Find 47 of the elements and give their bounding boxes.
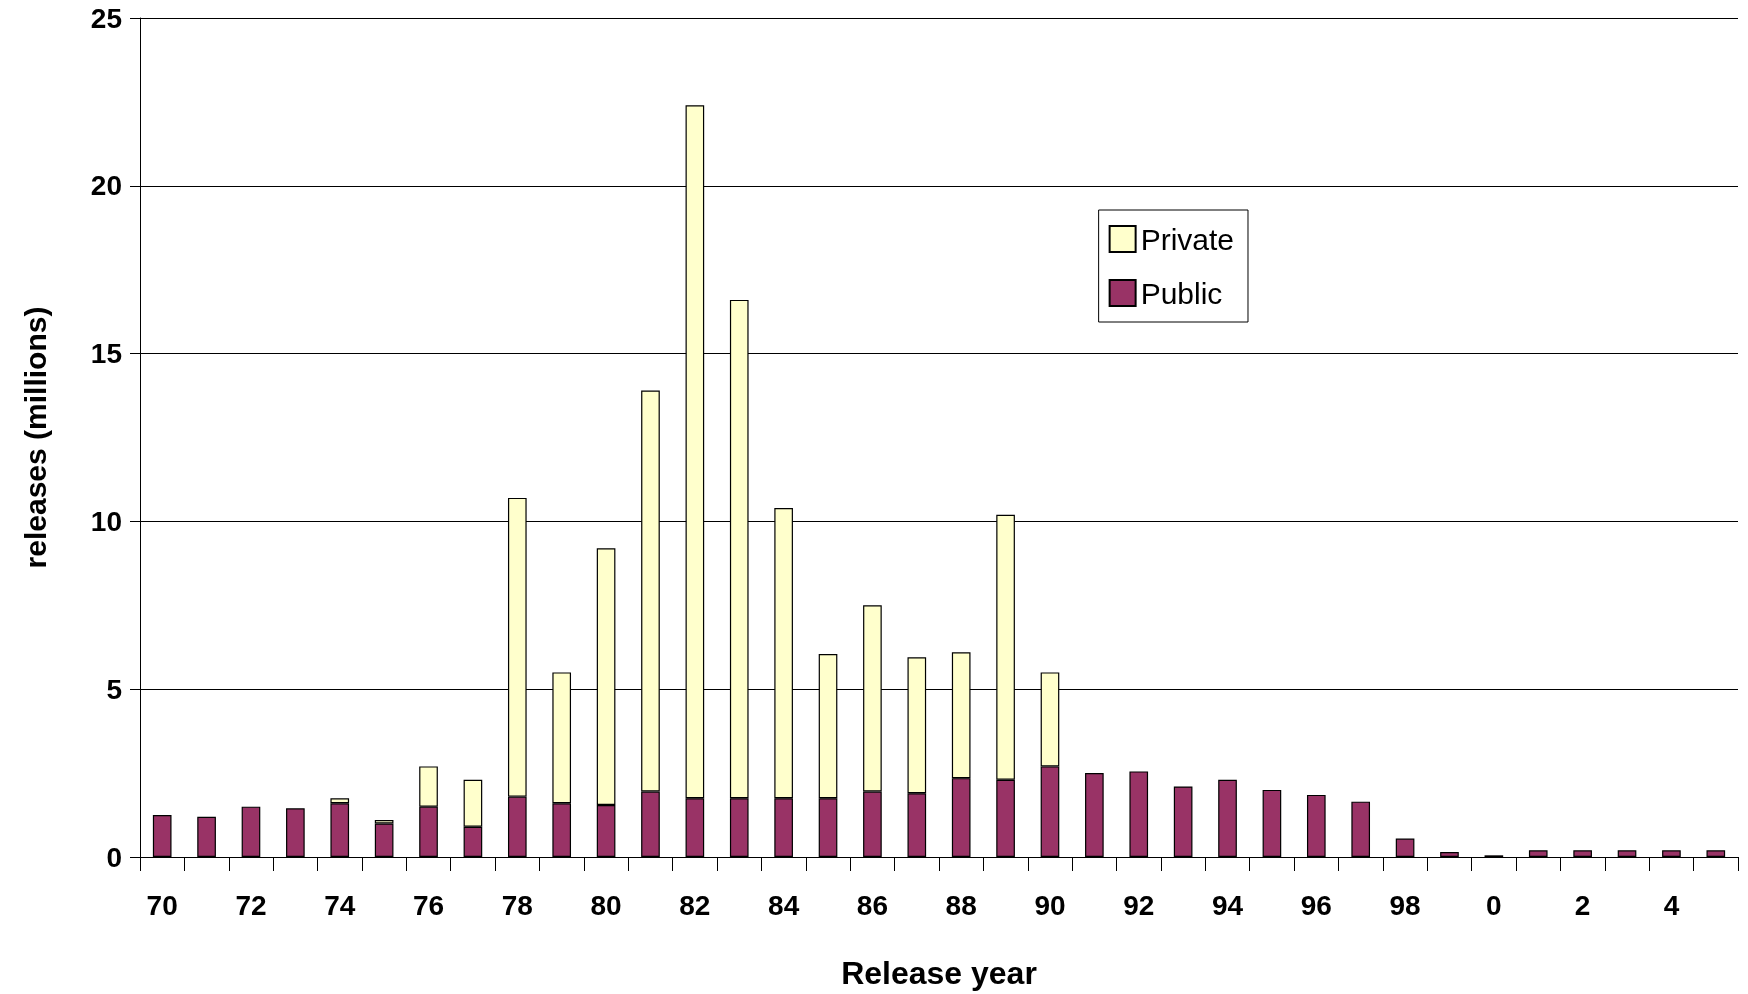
x-axis-title: Release year bbox=[841, 955, 1037, 991]
x-tick-label: 94 bbox=[1211, 889, 1244, 921]
x-tick-label: 90 bbox=[1034, 889, 1066, 921]
x-tick-label: 84 bbox=[768, 889, 800, 921]
x-tick-label: 86 bbox=[856, 889, 888, 921]
bar bbox=[1262, 789, 1282, 857]
x-tick-label: 96 bbox=[1300, 889, 1332, 921]
bar bbox=[1306, 794, 1326, 857]
bar bbox=[1528, 850, 1548, 857]
x-tick-label: 4 bbox=[1663, 889, 1680, 921]
y-axis-title: releases (millions) bbox=[18, 306, 52, 569]
bar bbox=[1085, 773, 1104, 857]
y-tick-label: 5 bbox=[106, 673, 122, 705]
x-tick-label: 88 bbox=[945, 889, 977, 921]
x-tick-label: 80 bbox=[590, 889, 622, 921]
y-tick-label: 0 bbox=[106, 841, 122, 873]
bar bbox=[286, 808, 305, 857]
bar bbox=[1440, 851, 1459, 857]
y-tick-label: 10 bbox=[90, 505, 122, 537]
bar bbox=[1173, 786, 1193, 857]
x-tick-label: 98 bbox=[1389, 889, 1421, 921]
bar bbox=[197, 816, 216, 857]
bar bbox=[241, 806, 261, 857]
x-tick-label: 78 bbox=[501, 889, 533, 921]
x-tick-label: 76 bbox=[412, 889, 445, 921]
bar bbox=[1706, 850, 1726, 857]
x-tick-label: 0 bbox=[1486, 889, 1502, 921]
bar bbox=[1617, 850, 1637, 857]
x-tick-label: 70 bbox=[146, 889, 178, 921]
x-tick-label: 2 bbox=[1574, 889, 1591, 921]
legend-label: Public bbox=[1140, 276, 1223, 310]
bar bbox=[152, 815, 172, 857]
y-tick-label: 15 bbox=[90, 338, 122, 370]
x-tick-label: 72 bbox=[235, 889, 267, 921]
bar bbox=[374, 823, 394, 857]
x-tick-label: 74 bbox=[324, 889, 356, 921]
bar bbox=[1351, 801, 1371, 857]
x-tick-label: 92 bbox=[1123, 889, 1155, 921]
bar bbox=[1662, 850, 1681, 857]
bar bbox=[1573, 850, 1592, 857]
bar bbox=[1395, 838, 1415, 857]
bar bbox=[1218, 779, 1237, 857]
bar bbox=[1129, 771, 1149, 857]
x-tick-label: 82 bbox=[679, 889, 711, 921]
y-tick-label: 25 bbox=[90, 2, 122, 34]
legend-label: Private bbox=[1140, 222, 1235, 256]
y-tick-label: 20 bbox=[90, 170, 122, 202]
